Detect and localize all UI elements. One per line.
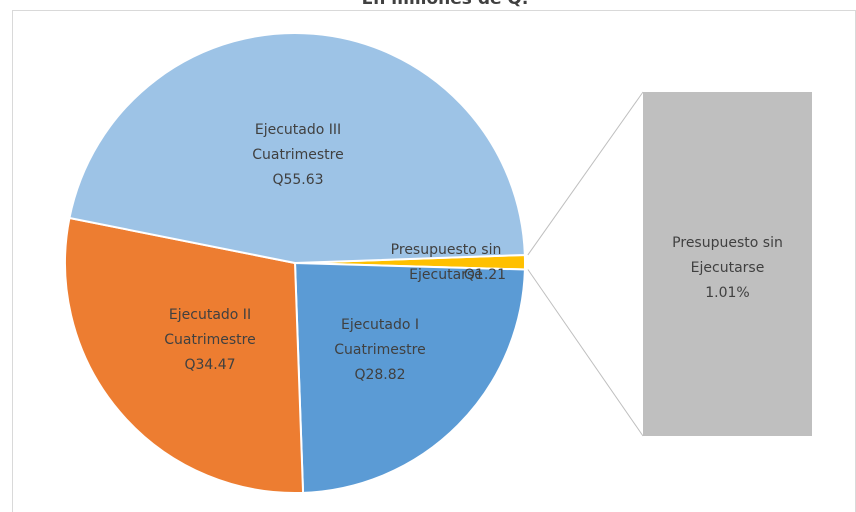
connector-line <box>527 269 644 437</box>
slice-value-label: Q1.21 <box>464 267 506 283</box>
slice-value-label: Q28.82 <box>354 367 405 383</box>
pie-slice <box>293 261 526 494</box>
pie-slice <box>64 216 305 494</box>
secondary-bar <box>643 92 812 436</box>
pie-slice <box>68 31 526 265</box>
bar-category-label: Presupuesto sin Ejecutarse <box>672 235 783 276</box>
slice-value-label: Q55.63 <box>272 172 323 188</box>
slice-category-label: Ejecutado II Cuatrimestre <box>164 307 255 348</box>
slice-category-label: Presupuesto sin Ejecutarse <box>391 242 502 283</box>
bar-value-label: 1.01% <box>705 285 749 301</box>
chart-title: En millones de Q. <box>362 0 529 9</box>
slice-category-label: Ejecutado III Cuatrimestre <box>252 122 343 163</box>
slice-value-label: Q34.47 <box>184 357 235 373</box>
slice-category-label: Ejecutado I Cuatrimestre <box>334 317 425 358</box>
connector-line <box>527 91 644 256</box>
